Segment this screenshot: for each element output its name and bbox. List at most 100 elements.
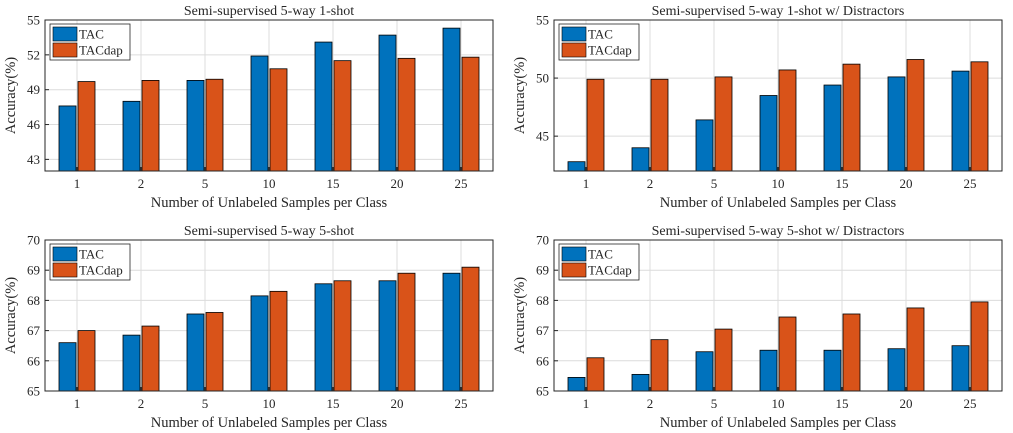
x-tick-label: 15 [836,396,849,411]
bar-tac-5 [186,313,205,392]
legend-label-tac: TAC [588,247,613,262]
legend-swatch-tac [52,246,78,262]
bar-tac-1 [58,105,77,172]
bar-tac-25 [442,27,461,172]
chart-title: Semi-supervised 5-way 5-shot [184,224,354,239]
bar-tacdap-20 [397,272,416,392]
legend-swatch-tac [561,246,587,262]
y-tick-label: 70 [27,233,40,248]
legend-swatch-tacdap [52,262,78,278]
bar-tac-2 [631,373,650,392]
y-tick-label: 69 [536,263,549,278]
x-tick-label: 15 [327,176,340,191]
y-tick-label: 66 [536,353,550,368]
bar-tacdap-1 [77,81,96,172]
x-axis-label: Number of Unlabeled Samples per Class [660,415,897,431]
y-tick-label: 52 [27,47,40,62]
bar-tacdap-2 [650,78,669,172]
bar-tacdap-20 [397,57,416,172]
bar-tacdap-15 [842,313,861,392]
bar-tac-1 [567,377,586,392]
x-tick-label: 10 [772,176,785,191]
legend-label-tac: TAC [588,27,613,42]
y-tick-label: 68 [536,293,549,308]
bar-tacdap-2 [141,80,160,172]
bar-tac-2 [122,334,141,392]
x-tick-label: 20 [900,176,913,191]
x-tick-label: 2 [647,396,654,411]
bar-tacdap-25 [461,266,480,392]
bar-tacdap-25 [970,61,989,172]
bar-tac-10 [759,349,778,392]
bar-tac-5 [695,351,714,392]
legend-swatch-tacdap [561,42,587,58]
x-tick-label: 25 [964,396,977,411]
y-tick-label: 50 [536,71,549,86]
y-tick-label: 45 [536,129,549,144]
legend-label-tacdap: TACdap [79,263,123,278]
bar-tacdap-5 [205,78,224,172]
bar-tac-1 [58,342,77,392]
x-tick-label: 1 [583,176,590,191]
x-tick-label: 5 [202,176,209,191]
chart-title: Semi-supervised 5-way 5-shot w/ Distract… [652,224,905,239]
bar-tac-2 [122,100,141,172]
x-tick-label: 2 [138,176,145,191]
bar-tacdap-2 [650,339,669,392]
bar-tac-10 [250,55,269,172]
bar-tacdap-1 [586,357,605,392]
bar-tac-15 [823,349,842,392]
bar-tac-20 [887,348,906,392]
bar-tacdap-2 [141,325,160,392]
bar-tacdap-10 [269,290,288,392]
y-tick-label: 65 [536,384,549,399]
bar-tac-25 [951,70,970,172]
bar-tacdap-5 [205,312,224,392]
y-tick-label: 55 [27,13,40,28]
legend-swatch-tacdap [52,42,78,58]
x-tick-label: 25 [455,176,468,191]
x-tick-label: 5 [711,176,718,191]
legend-swatch-tacdap [561,262,587,278]
x-tick-label: 1 [74,396,81,411]
y-tick-label: 70 [536,233,549,248]
legend-label-tacdap: TACdap [79,43,123,58]
bar-tac-20 [378,34,397,172]
y-axis-label: Accuracy(%) [3,277,19,354]
bar-tacdap-15 [333,60,352,172]
y-tick-label: 55 [536,13,549,28]
plot-frame [553,19,1003,172]
bar-tacdap-1 [77,330,96,392]
bar-tacdap-20 [906,59,925,172]
x-tick-label: 25 [455,396,468,411]
legend-label-tac: TAC [79,27,104,42]
y-tick-label: 68 [27,293,40,308]
y-axis-label: Accuracy(%) [3,57,19,134]
bar-tac-5 [186,80,205,172]
bar-tac-1 [567,161,586,172]
bar-tac-10 [759,95,778,172]
legend-swatch-tac [52,26,78,42]
bar-tacdap-25 [970,301,989,392]
x-tick-label: 2 [138,396,145,411]
bar-tacdap-5 [714,328,733,392]
plot-frame [44,19,494,172]
bar-tac-10 [250,295,269,392]
bar-tac-15 [823,84,842,172]
x-tick-label: 20 [900,396,913,411]
bar-tacdap-20 [906,307,925,392]
y-axis-label: Accuracy(%) [512,277,528,354]
legend-label-tacdap: TACdap [588,263,632,278]
x-tick-label: 10 [263,396,276,411]
y-tick-label: 49 [27,82,40,97]
x-tick-label: 2 [647,176,654,191]
y-tick-label: 66 [27,353,41,368]
x-tick-label: 20 [391,396,404,411]
chart-title: Semi-supervised 5-way 1-shot w/ Distract… [652,4,905,19]
chart-title: Semi-supervised 5-way 1-shot [184,4,354,19]
